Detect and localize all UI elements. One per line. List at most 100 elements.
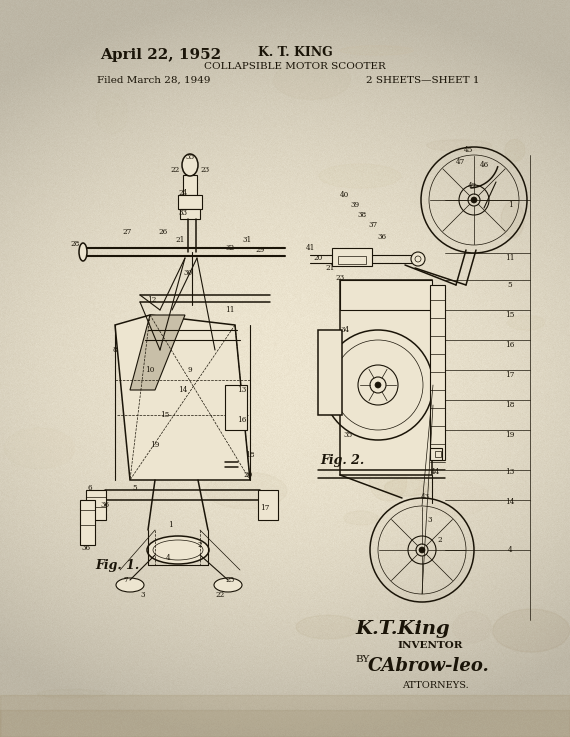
Text: 7: 7 bbox=[124, 576, 128, 584]
Text: 42: 42 bbox=[467, 182, 477, 190]
Ellipse shape bbox=[147, 536, 209, 564]
Text: K.T.King: K.T.King bbox=[355, 620, 450, 638]
Bar bbox=[338, 256, 366, 264]
Text: 19: 19 bbox=[506, 431, 515, 439]
Bar bbox=[178, 195, 202, 209]
Text: 25: 25 bbox=[225, 576, 235, 584]
Text: 11: 11 bbox=[505, 254, 515, 262]
Ellipse shape bbox=[79, 243, 87, 261]
Text: 2: 2 bbox=[438, 536, 442, 544]
Text: 36: 36 bbox=[100, 501, 109, 509]
Text: 17: 17 bbox=[260, 504, 270, 512]
Circle shape bbox=[419, 547, 425, 553]
Bar bbox=[80, 500, 95, 545]
Text: 16: 16 bbox=[237, 416, 247, 424]
Ellipse shape bbox=[182, 154, 198, 176]
Text: 23: 23 bbox=[335, 274, 344, 282]
Text: Filed March 28, 1949: Filed March 28, 1949 bbox=[97, 75, 210, 85]
Text: 1: 1 bbox=[168, 521, 172, 529]
Text: COLLAPSIBLE MOTOR SCOOTER: COLLAPSIBLE MOTOR SCOOTER bbox=[204, 61, 386, 71]
Ellipse shape bbox=[344, 511, 378, 525]
Text: 15: 15 bbox=[506, 311, 515, 319]
Bar bbox=[332, 248, 372, 266]
Text: 10: 10 bbox=[145, 366, 154, 374]
Ellipse shape bbox=[174, 360, 201, 383]
Text: 9: 9 bbox=[188, 366, 192, 374]
Text: 40: 40 bbox=[339, 191, 349, 199]
Bar bbox=[180, 209, 200, 219]
Text: 20: 20 bbox=[314, 254, 323, 262]
Circle shape bbox=[411, 252, 425, 266]
Text: 36: 36 bbox=[82, 544, 91, 552]
Text: 19: 19 bbox=[150, 441, 160, 449]
Text: 28: 28 bbox=[70, 240, 80, 248]
Text: 3: 3 bbox=[141, 591, 145, 599]
Ellipse shape bbox=[214, 578, 242, 592]
Text: CAbrow-leo.: CAbrow-leo. bbox=[368, 657, 490, 675]
Text: ATTORNEYS.: ATTORNEYS. bbox=[402, 680, 469, 690]
Text: 43: 43 bbox=[421, 493, 430, 501]
Text: 33: 33 bbox=[178, 209, 188, 217]
Ellipse shape bbox=[385, 478, 429, 496]
Ellipse shape bbox=[319, 164, 401, 188]
Ellipse shape bbox=[153, 540, 203, 560]
Text: BY: BY bbox=[355, 655, 369, 665]
Circle shape bbox=[375, 382, 381, 388]
Text: 13: 13 bbox=[506, 468, 515, 476]
Bar bbox=[86, 490, 106, 520]
Text: 14: 14 bbox=[178, 386, 188, 394]
Ellipse shape bbox=[501, 202, 524, 238]
Text: 35: 35 bbox=[185, 153, 194, 161]
Ellipse shape bbox=[505, 139, 525, 161]
Text: 26: 26 bbox=[158, 228, 168, 236]
Text: 27: 27 bbox=[123, 228, 132, 236]
Bar bbox=[225, 385, 247, 430]
Ellipse shape bbox=[341, 46, 413, 55]
Text: 14: 14 bbox=[506, 498, 515, 506]
Polygon shape bbox=[130, 315, 185, 390]
Bar bbox=[430, 285, 445, 460]
Text: 5: 5 bbox=[508, 281, 512, 289]
Bar bbox=[0, 710, 570, 737]
Bar bbox=[258, 490, 278, 520]
Text: 32: 32 bbox=[226, 244, 235, 252]
Ellipse shape bbox=[508, 315, 545, 330]
Text: 18: 18 bbox=[245, 451, 255, 459]
Text: 11: 11 bbox=[225, 306, 235, 314]
Text: 2 SHEETS—SHEET 1: 2 SHEETS—SHEET 1 bbox=[367, 75, 480, 85]
Text: 21: 21 bbox=[325, 264, 335, 272]
Text: 41: 41 bbox=[306, 244, 315, 252]
Text: 21: 21 bbox=[176, 236, 185, 244]
Text: K. T. KING: K. T. KING bbox=[258, 46, 332, 58]
Text: 15: 15 bbox=[160, 411, 170, 419]
Text: 36: 36 bbox=[377, 233, 386, 241]
Bar bbox=[435, 451, 441, 457]
Ellipse shape bbox=[369, 463, 407, 501]
Bar bbox=[183, 175, 197, 195]
Text: 38: 38 bbox=[357, 211, 367, 219]
Bar bbox=[340, 280, 432, 310]
Text: 2: 2 bbox=[198, 541, 202, 549]
Text: 3: 3 bbox=[428, 516, 432, 524]
Text: 6: 6 bbox=[88, 484, 92, 492]
Text: 39: 39 bbox=[351, 201, 360, 209]
Text: 5: 5 bbox=[133, 484, 137, 492]
Bar bbox=[0, 695, 570, 737]
Text: 1: 1 bbox=[508, 201, 512, 209]
Text: 22: 22 bbox=[170, 166, 180, 174]
Ellipse shape bbox=[492, 609, 569, 652]
Text: 4: 4 bbox=[166, 554, 170, 562]
Text: 30: 30 bbox=[184, 269, 193, 277]
Circle shape bbox=[471, 197, 477, 203]
Text: 47: 47 bbox=[455, 158, 465, 166]
Text: April 22, 1952: April 22, 1952 bbox=[100, 48, 221, 62]
Text: 17: 17 bbox=[506, 371, 515, 379]
Text: 35: 35 bbox=[344, 431, 353, 439]
Ellipse shape bbox=[296, 615, 360, 639]
Text: 24: 24 bbox=[178, 189, 188, 197]
Text: 8: 8 bbox=[113, 346, 117, 354]
Text: 34: 34 bbox=[340, 326, 349, 334]
Text: Fig. 2.: Fig. 2. bbox=[320, 453, 364, 467]
Text: 4: 4 bbox=[508, 546, 512, 554]
Text: 16: 16 bbox=[506, 341, 515, 349]
